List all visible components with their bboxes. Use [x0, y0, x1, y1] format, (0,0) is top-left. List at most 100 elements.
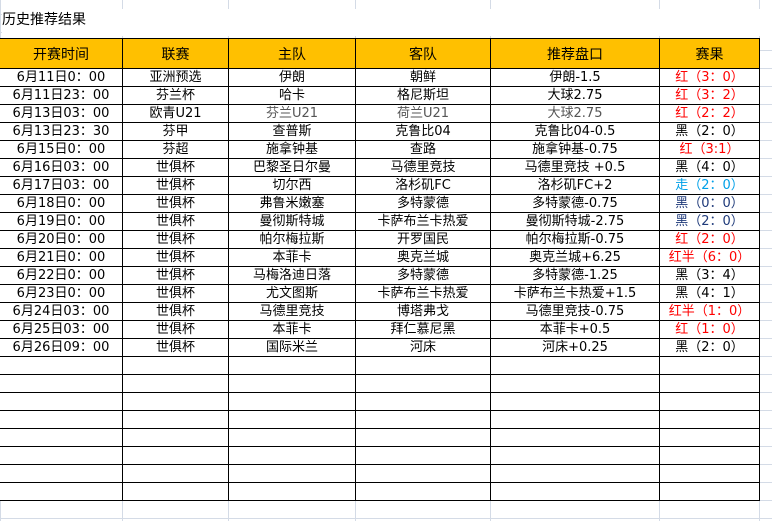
cell-league[interactable]: 世俱杯 — [122, 248, 229, 267]
cell-pick[interactable]: 卡萨布兰卡热爱+1.5 — [490, 284, 660, 303]
empty-cell[interactable] — [0, 482, 123, 501]
cell-pick[interactable]: 洛杉矶FC+2 — [490, 176, 660, 195]
cell-pick[interactable]: 多特蒙德-1.25 — [490, 266, 660, 285]
cell-home[interactable]: 帕尔梅拉斯 — [228, 230, 356, 249]
empty-cell[interactable] — [355, 464, 491, 483]
cell-time[interactable]: 6月18日0：00 — [0, 194, 123, 213]
cell-home[interactable]: 伊朗 — [228, 68, 356, 87]
cell-result[interactable]: 红（3：0） — [659, 68, 760, 87]
cell-league[interactable]: 世俱杯 — [122, 212, 229, 231]
empty-cell[interactable] — [659, 464, 760, 483]
cell-result[interactable]: 红（3:1） — [659, 140, 760, 159]
cell-league[interactable]: 世俱杯 — [122, 284, 229, 303]
empty-cell[interactable] — [228, 428, 356, 447]
cell-away[interactable]: 格尼斯坦 — [355, 86, 491, 105]
cell-away[interactable]: 多特蒙德 — [355, 194, 491, 213]
cell-result[interactable]: 红半（1：0） — [659, 302, 760, 321]
empty-cell[interactable] — [0, 374, 123, 393]
empty-cell[interactable] — [659, 410, 760, 429]
cell-result[interactable]: 黑（4：1） — [659, 284, 760, 303]
header-away[interactable]: 客队 — [355, 38, 491, 69]
cell-league[interactable]: 芬超 — [122, 140, 229, 159]
empty-cell[interactable] — [355, 392, 491, 411]
cell-league[interactable]: 亚洲预选 — [122, 68, 229, 87]
empty-cell[interactable] — [122, 356, 229, 375]
empty-cell[interactable] — [659, 482, 760, 501]
cell-home[interactable]: 马梅洛迪日落 — [228, 266, 356, 285]
cell-home[interactable]: 切尔西 — [228, 176, 356, 195]
cell-away[interactable]: 马德里竞技 — [355, 158, 491, 177]
cell-away[interactable]: 奥克兰城 — [355, 248, 491, 267]
empty-cell[interactable] — [228, 410, 356, 429]
cell-time[interactable]: 6月15日0：00 — [0, 140, 123, 159]
empty-cell[interactable] — [228, 464, 356, 483]
cell-result[interactable]: 黑（2：0） — [659, 212, 760, 231]
cell-result[interactable]: 走（2：0） — [659, 176, 760, 195]
empty-cell[interactable] — [659, 356, 760, 375]
cell-league[interactable]: 世俱杯 — [122, 266, 229, 285]
cell-result[interactable]: 黑（2：0） — [659, 338, 760, 357]
empty-cell[interactable] — [0, 464, 123, 483]
cell-away[interactable]: 洛杉矶FC — [355, 176, 491, 195]
cell-time[interactable]: 6月23日0：00 — [0, 284, 123, 303]
cell-time[interactable]: 6月11日23：00 — [0, 86, 123, 105]
cell-time[interactable]: 6月25日03：00 — [0, 320, 123, 339]
cell-home[interactable]: 马德里竞技 — [228, 302, 356, 321]
empty-cell[interactable] — [355, 446, 491, 465]
cell-result[interactable]: 红（1：0） — [659, 320, 760, 339]
empty-cell[interactable] — [355, 482, 491, 501]
cell-league[interactable]: 世俱杯 — [122, 338, 229, 357]
cell-pick[interactable]: 大球2.75 — [490, 104, 660, 123]
empty-cell[interactable] — [122, 392, 229, 411]
cell-result[interactable]: 红半（6：0） — [659, 248, 760, 267]
cell-time[interactable]: 6月13日03：00 — [0, 104, 123, 123]
cell-time[interactable]: 6月26日09：00 — [0, 338, 123, 357]
cell-home[interactable]: 芬兰U21 — [228, 104, 356, 123]
cell-league[interactable]: 世俱杯 — [122, 194, 229, 213]
cell-pick[interactable]: 伊朗-1.5 — [490, 68, 660, 87]
cell-time[interactable]: 6月22日0：00 — [0, 266, 123, 285]
cell-time[interactable]: 6月13日23：30 — [0, 122, 123, 141]
empty-cell[interactable] — [228, 482, 356, 501]
cell-pick[interactable]: 帕尔梅拉斯-0.75 — [490, 230, 660, 249]
cell-away[interactable]: 克鲁比04 — [355, 122, 491, 141]
cell-league[interactable]: 世俱杯 — [122, 176, 229, 195]
cell-time[interactable]: 6月24日03：00 — [0, 302, 123, 321]
empty-cell[interactable] — [355, 410, 491, 429]
header-home[interactable]: 主队 — [228, 38, 356, 69]
cell-home[interactable]: 哈卡 — [228, 86, 356, 105]
cell-away[interactable]: 荷兰U21 — [355, 104, 491, 123]
empty-cell[interactable] — [490, 392, 660, 411]
cell-league[interactable]: 世俱杯 — [122, 320, 229, 339]
cell-away[interactable]: 开罗国民 — [355, 230, 491, 249]
empty-cell[interactable] — [490, 482, 660, 501]
empty-cell[interactable] — [490, 356, 660, 375]
empty-cell[interactable] — [490, 464, 660, 483]
empty-cell[interactable] — [122, 428, 229, 447]
header-pick[interactable]: 推荐盘口 — [490, 38, 660, 69]
cell-away[interactable]: 卡萨布兰卡热爱 — [355, 212, 491, 231]
cell-time[interactable]: 6月11日0：00 — [0, 68, 123, 87]
cell-result[interactable]: 红（3：2） — [659, 86, 760, 105]
empty-cell[interactable] — [122, 374, 229, 393]
cell-away[interactable]: 博塔弗戈 — [355, 302, 491, 321]
cell-away[interactable]: 卡萨布兰卡热爱 — [355, 284, 491, 303]
empty-cell[interactable] — [122, 482, 229, 501]
empty-cell[interactable] — [228, 374, 356, 393]
empty-cell[interactable] — [355, 374, 491, 393]
cell-league[interactable]: 芬甲 — [122, 122, 229, 141]
empty-cell[interactable] — [659, 446, 760, 465]
cell-away[interactable]: 河床 — [355, 338, 491, 357]
cell-result[interactable]: 红（2：0） — [659, 230, 760, 249]
cell-home[interactable]: 曼彻斯特城 — [228, 212, 356, 231]
empty-cell[interactable] — [659, 374, 760, 393]
cell-league[interactable]: 芬兰杯 — [122, 86, 229, 105]
empty-cell[interactable] — [228, 392, 356, 411]
header-time[interactable]: 开赛时间 — [0, 38, 123, 69]
empty-cell[interactable] — [490, 428, 660, 447]
cell-pick[interactable]: 曼彻斯特城-2.75 — [490, 212, 660, 231]
cell-time[interactable]: 6月20日0：00 — [0, 230, 123, 249]
cell-result[interactable]: 黑（2：0） — [659, 122, 760, 141]
cell-league[interactable]: 世俱杯 — [122, 302, 229, 321]
cell-result[interactable]: 黑（0：0） — [659, 194, 760, 213]
